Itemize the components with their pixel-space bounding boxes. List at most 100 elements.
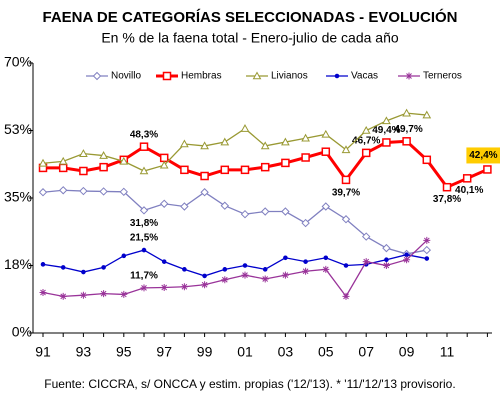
legend-label: Livianos [271,71,308,82]
marker [343,263,349,268]
x-tick-label: 99 [197,344,213,360]
marker [240,165,250,175]
marker [200,171,209,181]
marker [159,199,169,208]
marker [140,284,148,292]
marker [322,265,330,273]
marker [252,71,262,80]
marker [222,267,228,272]
x-tick-label: 91 [35,344,51,360]
marker [160,283,168,291]
marker [159,160,169,169]
marker [221,276,229,284]
series [38,108,432,175]
x-tick-label: 97 [156,344,172,360]
data-label: 48,3% [130,129,158,140]
marker [321,147,331,156]
marker [119,156,129,165]
legend-label: Vacas [351,71,378,82]
marker [39,289,47,296]
footnote: Fuente: CICCRA, s/ ONCCA y estim. propia… [44,377,455,391]
marker [260,141,270,150]
marker [161,259,167,264]
y-tick-label: 0% [12,324,32,340]
marker [162,71,172,81]
marker [301,133,310,142]
marker [220,165,230,175]
marker [423,236,431,244]
legend-label: Terneros [423,71,462,82]
marker [241,271,249,279]
marker [201,281,209,289]
marker [180,139,189,148]
marker [58,186,68,195]
marker [261,275,269,283]
marker [382,262,390,269]
marker [242,263,248,268]
marker [281,207,290,216]
x-tick-label: 95 [116,344,132,360]
marker [38,158,48,167]
legend-item: Hembras [156,71,222,82]
marker [81,269,86,275]
marker [422,245,432,255]
marker [402,137,411,146]
marker [79,166,88,176]
marker [99,162,108,172]
marker [303,259,308,264]
marker [58,156,68,165]
marker [442,182,452,192]
y-tick-label: 18% [4,256,32,272]
marker [99,151,108,159]
marker [180,165,189,175]
marker [202,273,207,279]
marker [405,72,413,80]
data-label: 31,8% [130,218,158,229]
marker [382,116,391,125]
marker [281,271,289,279]
marker [361,148,371,158]
chart-title: FAENA DE CATEGORÍAS SELECCIONADAS - EVOL… [42,8,457,26]
marker [382,243,391,253]
marker [341,215,351,224]
marker [362,258,370,266]
legend-label: Novillo [111,71,141,82]
marker [424,256,430,261]
marker [38,188,48,197]
series-line [42,189,427,255]
legend-item: Terneros [398,71,462,82]
legend-item: Vacas [326,71,378,82]
marker [100,290,108,298]
marker [342,292,350,300]
marker [341,175,351,185]
marker [240,124,250,132]
marker [281,158,290,168]
label-box [466,147,500,164]
x-tick-label: 93 [76,344,92,360]
legend-label: Hembras [181,71,222,82]
marker [403,256,411,264]
marker [361,125,371,134]
data-label: 49,7% [394,124,422,135]
marker [262,267,268,272]
marker [334,73,340,79]
marker [301,153,310,162]
marker [240,209,250,219]
series: 11,7% [39,236,431,300]
marker [341,145,351,154]
marker [422,110,432,119]
marker [141,247,147,253]
marker [404,252,409,257]
marker [159,153,169,163]
series: 21,5% [40,233,430,279]
marker [101,265,106,270]
marker [281,137,290,146]
data-label: 40,1% [455,185,483,196]
marker [321,129,331,138]
y-tick-label: 53% [4,121,32,137]
marker [200,141,209,150]
x-tick-label: 09 [399,344,415,360]
marker [302,267,310,275]
series: 48,3% 39,7% 46,7%49,4%49,7% 37,8%40,1% 42,4% [38,124,500,205]
